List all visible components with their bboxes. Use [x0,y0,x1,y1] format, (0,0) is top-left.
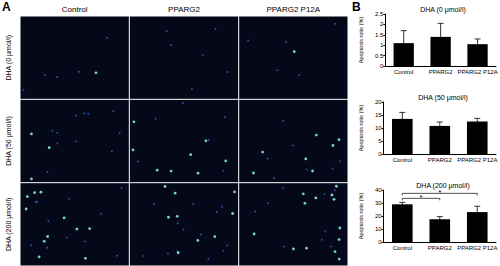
svg-text:PPARG2 P12A: PPARG2 P12A [457,69,497,75]
svg-text:DHA (50 μmol/l): DHA (50 μmol/l) [5,116,13,166]
svg-text:Apoptosis ratio (%): Apoptosis ratio (%) [358,105,364,152]
svg-text:DHA (50 μmol/l): DHA (50 μmol/l) [418,94,468,102]
svg-text:Control: Control [393,245,412,251]
svg-text:Apoptosis ratio (%): Apoptosis ratio (%) [358,193,364,240]
svg-text:15: 15 [375,112,382,118]
svg-text:DHA (200 μmol/l): DHA (200 μmol/l) [5,198,13,251]
svg-text:DHA (0 μmol/l): DHA (0 μmol/l) [420,6,466,14]
svg-text:0: 0 [380,63,384,69]
svg-text:20: 20 [375,213,382,219]
svg-text:1: 1 [380,42,384,48]
svg-text:0.5: 0.5 [375,53,384,59]
svg-text:PPARG2 P12A: PPARG2 P12A [267,5,321,14]
svg-text:5: 5 [378,138,382,144]
svg-text:A: A [2,0,11,14]
svg-text:40: 40 [375,187,382,193]
svg-text:Control: Control [393,157,412,163]
svg-text:PPARG2: PPARG2 [428,245,453,251]
svg-text:10: 10 [375,226,382,232]
svg-text:10: 10 [375,125,382,131]
svg-text:20: 20 [375,99,382,105]
svg-text:Control: Control [62,5,88,14]
svg-text:*: * [419,193,422,202]
svg-text:0: 0 [378,239,382,245]
svg-text:1.5: 1.5 [375,32,384,38]
svg-text:DHA (200 μmol/l): DHA (200 μmol/l) [416,182,469,190]
svg-text:2: 2 [380,21,384,27]
svg-text:2.5: 2.5 [375,11,384,17]
svg-text:DHA (0 μmol/l): DHA (0 μmol/l) [5,35,13,81]
svg-text:PPARG2 P12A: PPARG2 P12A [457,245,497,251]
svg-text:PPARG2: PPARG2 [168,5,200,14]
svg-text:0: 0 [378,151,382,157]
svg-text:PPARG2: PPARG2 [428,157,453,163]
svg-text:Apoptosis ratio (%): Apoptosis ratio (%) [358,17,364,64]
html-text:B: B [352,0,361,14]
svg-text:Control: Control [394,69,413,75]
svg-text:PPARG2: PPARG2 [429,69,454,75]
svg-text:PPARG2 P12A: PPARG2 P12A [457,157,497,163]
svg-text:*: * [438,188,441,197]
svg-text:30: 30 [375,200,382,206]
